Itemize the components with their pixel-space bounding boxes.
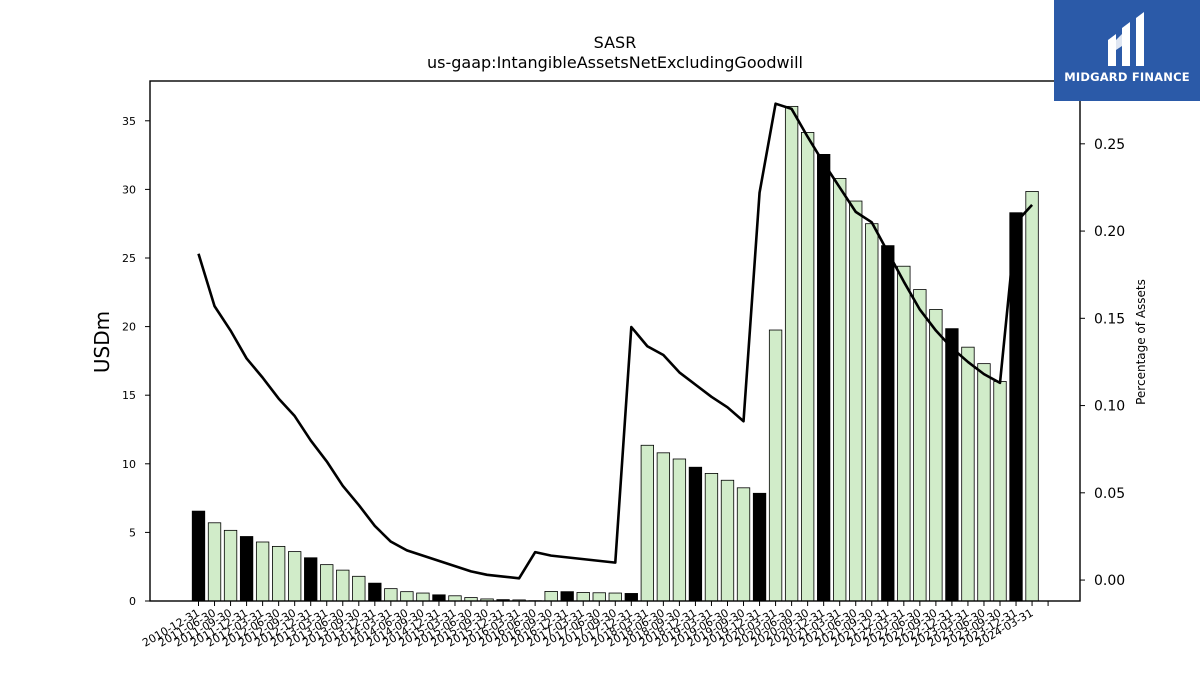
y-tick-label-right: 0.25 <box>1094 137 1125 153</box>
bar <box>640 444 654 602</box>
bar <box>223 529 238 602</box>
bar <box>945 328 959 602</box>
bar <box>800 132 815 602</box>
bar <box>736 487 751 602</box>
bar <box>929 309 943 602</box>
bar <box>352 575 366 602</box>
bar <box>961 346 975 602</box>
bar <box>400 591 414 602</box>
brand-name: MIDGARD FINANCE <box>1064 70 1190 84</box>
bar <box>865 223 879 602</box>
bar <box>768 329 783 602</box>
bar <box>608 592 622 602</box>
bar <box>191 510 206 602</box>
bar <box>304 557 318 602</box>
bar <box>672 458 687 602</box>
bar <box>384 588 398 602</box>
midgard-logo-icon <box>1108 12 1144 66</box>
bar <box>368 582 382 602</box>
bar <box>560 591 574 602</box>
y-tick-label-right: 0.15 <box>1094 311 1125 327</box>
chart-subtitle: us-gaap:IntangibleAssetsNetExcludingGood… <box>427 53 803 72</box>
y-tick-label-left: 30 <box>122 183 136 196</box>
bar <box>977 363 991 602</box>
y-tick-label-left: 15 <box>122 389 136 402</box>
brand-logo: MIDGARD FINANCE <box>1054 0 1200 101</box>
y-tick-label-left: 20 <box>122 321 136 334</box>
bar <box>624 593 638 602</box>
bar <box>817 153 831 602</box>
bar <box>720 479 735 602</box>
y-tick-label-right: 0.20 <box>1094 224 1125 240</box>
bar <box>752 492 767 602</box>
bar <box>207 522 222 602</box>
bar <box>784 105 799 602</box>
bar <box>432 594 446 602</box>
bar <box>913 289 927 602</box>
chart-title: SASR <box>593 33 637 52</box>
y-tick-label-right: 0.05 <box>1094 486 1125 502</box>
bar <box>288 551 302 602</box>
y-tick-label-left: 35 <box>122 115 136 128</box>
percentage-line <box>197 102 1034 580</box>
y-tick-label-left: 5 <box>129 526 136 539</box>
bar <box>688 466 703 602</box>
bar <box>993 381 1007 602</box>
bar <box>592 592 606 602</box>
bar <box>1025 191 1039 602</box>
bar <box>544 591 558 602</box>
bar <box>881 245 895 602</box>
y-tick-label-right: 0.00 <box>1094 573 1125 589</box>
y-tick-label-left: 25 <box>122 252 136 265</box>
bar <box>833 178 847 602</box>
bar <box>656 452 671 602</box>
bar <box>849 200 863 602</box>
bar <box>320 564 334 602</box>
bar <box>239 536 254 602</box>
bar <box>448 595 462 602</box>
bar <box>416 592 430 602</box>
bar <box>897 265 911 602</box>
bar <box>271 545 286 602</box>
y-tick-label-left: 10 <box>122 458 136 471</box>
y-tick-label-left: 0 <box>129 595 136 608</box>
bar <box>704 472 719 602</box>
bar <box>336 569 350 602</box>
y-tick-label-right: 0.10 <box>1094 399 1125 415</box>
bar <box>255 541 270 602</box>
bar <box>576 592 590 602</box>
